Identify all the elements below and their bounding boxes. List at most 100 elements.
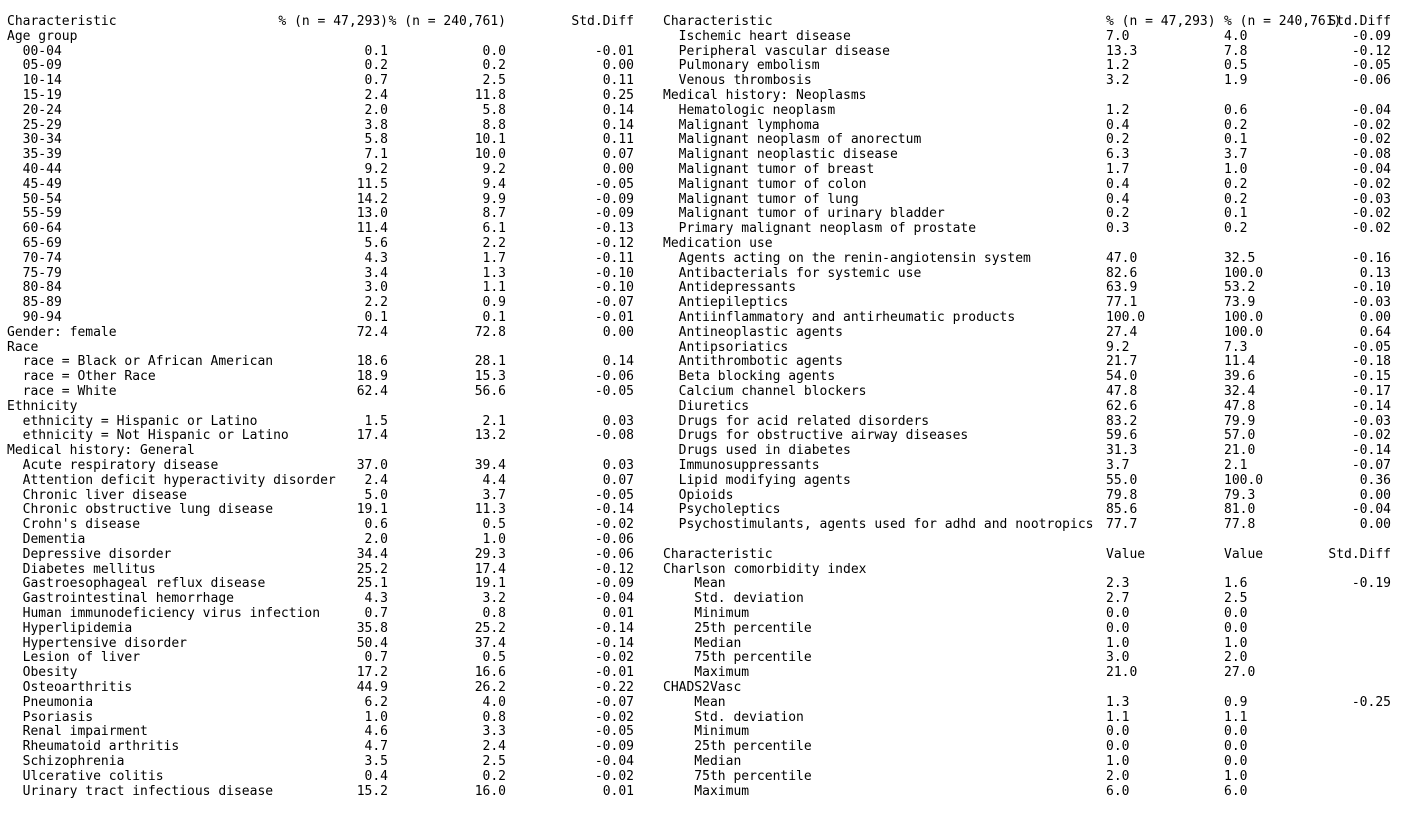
group-a-cell: 59.6 xyxy=(1106,428,1138,444)
characteristic-cell: Malignant tumor of colon xyxy=(663,176,867,192)
group-a-cell: 0.0 xyxy=(1106,739,1130,755)
group-b-cell: 0.1 xyxy=(482,310,506,325)
group-a-cell: 85.6 xyxy=(1106,502,1138,518)
characteristic-cell: Antibacterials for systemic use xyxy=(663,265,922,281)
group-a-cell: 4.7 xyxy=(364,739,388,755)
group-a-cell: 2.0 xyxy=(364,532,388,547)
group-a-cell: 1.0 xyxy=(1106,754,1130,769)
characteristic-cell: 60-64 xyxy=(7,221,62,237)
table-row: Malignant neoplasm of anorectum 0.2 0.1 -0.… xyxy=(663,132,1391,147)
std-diff-cell: -0.06 xyxy=(594,532,634,547)
std-diff-cell: -0.04 xyxy=(594,591,634,607)
characteristic-cell: 55-59 xyxy=(7,206,62,222)
characteristic-cell: 75th percentile xyxy=(663,650,812,666)
group-a-cell: 11.5 xyxy=(356,176,388,192)
characteristic-cell: Antipsoriatics xyxy=(663,339,789,355)
group-a-cell: 7.0 xyxy=(1106,28,1130,44)
characteristic-cell: Schizophrenia xyxy=(7,754,125,769)
table-row: Antithrombotic agents 21.7 11.4 -0.18 xyxy=(663,354,1391,369)
std-diff-cell: -0.07 xyxy=(594,694,634,710)
std-diff-cell: 0.00 xyxy=(602,58,634,74)
group-b-cell: 56.6 xyxy=(474,384,506,399)
table-row: Antineoplastic agents 27.4 100.0 0.64 xyxy=(663,325,1391,340)
table-row: Drugs used in diabetes 31.3 21.0 -0.14 xyxy=(663,443,1391,458)
table-row: Opioids 79.8 79.3 0.00 xyxy=(663,488,1391,503)
group-b-cell: 16.0 xyxy=(474,783,506,799)
std-diff-cell: -0.10 xyxy=(594,280,634,296)
characteristic-cell: ethnicity = Not Hispanic or Latino xyxy=(7,428,289,444)
group-a-cell: 5.8 xyxy=(364,132,388,148)
group-a-cell: 9.2 xyxy=(364,162,388,177)
table-row: Malignant neoplastic disease 6.3 3.7 -0.08 xyxy=(663,147,1391,162)
group-b-cell: 32.4 xyxy=(1224,384,1256,399)
table-row: Age group xyxy=(7,29,77,44)
std-diff-cell: -0.03 xyxy=(1351,413,1391,429)
characteristic-cell: Characteristic xyxy=(663,14,773,29)
characteristic-cell: Gender: female xyxy=(7,324,117,340)
characteristic-cell: 75th percentile xyxy=(663,768,812,784)
group-a-cell: 17.2 xyxy=(356,665,388,681)
table-row: Dementia 2.0 1.0 -0.06 xyxy=(7,532,634,547)
std-diff-cell: -0.02 xyxy=(1351,176,1391,192)
group-b-cell: 77.8 xyxy=(1224,517,1256,533)
characteristic-cell: Malignant neoplastic disease xyxy=(663,147,898,163)
group-b-cell: 0.2 xyxy=(482,58,506,74)
group-a-cell: 13.0 xyxy=(356,206,388,222)
table-row: Malignant tumor of lung 0.4 0.2 -0.03 xyxy=(663,192,1391,207)
table-row: Chronic liver disease 5.0 3.7 -0.05 xyxy=(7,488,634,503)
characteristic-cell: Psychostimulants, agents used for adhd a… xyxy=(663,517,1094,533)
characteristic-cell: Lesion of liver xyxy=(7,650,141,666)
table-row: Antipsoriatics 9.2 7.3 -0.05 xyxy=(663,340,1391,355)
group-b-cell: 9.9 xyxy=(482,191,506,207)
std-diff-cell: -0.05 xyxy=(594,384,634,399)
std-diff-cell: -0.04 xyxy=(1351,162,1391,177)
std-diff-cell: 0.64 xyxy=(1359,324,1391,340)
group-b-cell: 11.8 xyxy=(474,88,506,103)
table-row: 85-89 2.2 0.9 -0.07 xyxy=(7,295,634,310)
table-row: 40-44 9.2 9.2 0.00 xyxy=(7,162,634,177)
table-row: 25-29 3.8 8.8 0.14 xyxy=(7,118,634,133)
std-diff-cell: -0.03 xyxy=(1351,295,1391,311)
group-b-cell: 0.9 xyxy=(482,295,506,311)
std-diff-cell: -0.07 xyxy=(1351,458,1391,473)
characteristic-cell: 25th percentile xyxy=(663,739,812,755)
group-b-cell: 0.0 xyxy=(1224,724,1248,740)
table-row: 25th percentile 0.0 0.0 xyxy=(663,621,1247,636)
std-diff-cell: 0.03 xyxy=(602,458,634,473)
group-b-cell: 0.5 xyxy=(1224,58,1248,74)
characteristic-cell: race = Black or African American xyxy=(7,354,274,370)
characteristic-cell: Malignant neoplasm of anorectum xyxy=(663,132,922,148)
group-a-cell: 83.2 xyxy=(1106,413,1138,429)
table-row: Median 1.0 1.0 xyxy=(663,636,1247,651)
group-a-cell: 5.6 xyxy=(364,236,388,251)
table-row: Peripheral vascular disease 13.3 7.8 -0.12 xyxy=(663,44,1391,59)
table-row: race = White 62.4 56.6 -0.05 xyxy=(7,384,634,399)
std-diff-cell: -0.02 xyxy=(594,650,634,666)
group-a-cell: 50.4 xyxy=(356,635,388,651)
group-b-cell: 0.0 xyxy=(482,43,506,59)
std-diff-cell: 0.01 xyxy=(602,606,634,621)
characteristic-cell: 20-24 xyxy=(7,102,62,118)
group-b-cell: 11.3 xyxy=(474,502,506,518)
characteristic-cell: Urinary tract infectious disease xyxy=(7,783,274,799)
group-b-cell: 1.0 xyxy=(1224,162,1248,177)
characteristic-cell: Opioids xyxy=(663,487,734,503)
table-row: Median 1.0 0.0 xyxy=(663,754,1247,769)
table-row: Calcium channel blockers 47.8 32.4 -0.17 xyxy=(663,384,1391,399)
group-b-cell: 29.3 xyxy=(474,546,506,562)
group-a-cell: 0.0 xyxy=(1106,606,1130,621)
std-diff-cell: -0.04 xyxy=(1351,502,1391,518)
group-a-cell: 0.1 xyxy=(364,310,388,325)
group-b-cell: 2.4 xyxy=(482,739,506,755)
std-diff-cell: -0.18 xyxy=(1351,354,1391,370)
group-b-cell: 0.5 xyxy=(482,650,506,666)
group-b-cell: 2.1 xyxy=(1224,458,1248,473)
table-row: Minimum 0.0 0.0 xyxy=(663,606,1247,621)
group-a-cell: 2.0 xyxy=(1106,768,1130,784)
group-a-cell: 1.0 xyxy=(1106,635,1130,651)
group-a-cell: 34.4 xyxy=(356,546,388,562)
table-row: Ulcerative colitis 0.4 0.2 -0.02 xyxy=(7,769,634,784)
characteristic-cell: Ulcerative colitis xyxy=(7,768,164,784)
table-row: Renal impairment 4.6 3.3 -0.05 xyxy=(7,724,634,739)
std-diff-cell: 0.13 xyxy=(1359,265,1391,281)
